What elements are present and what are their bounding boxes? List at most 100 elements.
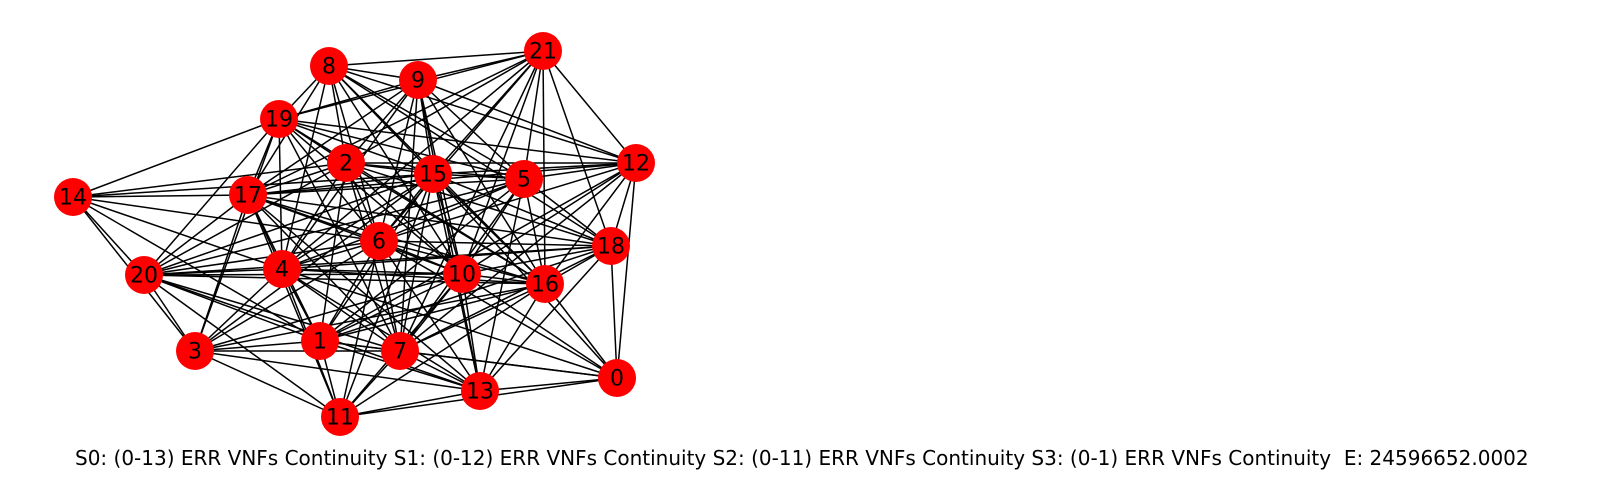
edge-8-12 <box>328 65 637 164</box>
edge-17-15 <box>247 173 434 196</box>
edge-20-11 <box>143 274 341 418</box>
node-1: 1 <box>301 322 339 360</box>
node-12: 12 <box>617 144 655 182</box>
node-4: 4 <box>263 250 301 288</box>
edge-15-3 <box>194 173 434 352</box>
edge-5-20 <box>143 178 525 276</box>
edge-13-11 <box>339 390 481 418</box>
node-circle-20 <box>125 256 163 294</box>
edge-2-20 <box>143 162 347 276</box>
edge-21-18 <box>542 50 612 247</box>
edge-9-19 <box>278 79 419 120</box>
edge-4-20 <box>143 268 283 276</box>
node-7: 7 <box>381 332 419 370</box>
node-circle-17 <box>229 176 267 214</box>
edge-15-16 <box>432 173 546 285</box>
edge-7-0 <box>399 350 618 379</box>
node-label-13: 13 <box>466 380 494 405</box>
node-label-16: 16 <box>531 273 559 298</box>
edge-2-16 <box>345 162 546 285</box>
node-label-15: 15 <box>419 163 447 188</box>
edge-5-6 <box>378 178 525 242</box>
edge-12-6 <box>378 162 637 242</box>
edge-8-18 <box>328 65 612 247</box>
edge-21-5 <box>523 50 544 180</box>
node-circle-11 <box>321 398 359 436</box>
edge-19-12 <box>278 118 637 164</box>
node-circle-1 <box>301 322 339 360</box>
edge-12-16 <box>544 162 637 285</box>
edge-14-17 <box>72 194 249 198</box>
node-label-7: 7 <box>393 340 407 365</box>
node-label-19: 19 <box>265 108 293 133</box>
node-circle-5 <box>505 160 543 198</box>
node-18: 18 <box>592 227 630 265</box>
edge-13-0 <box>479 377 618 392</box>
result-caption: S0: (0-13) ERR VNFs Continuity S1: (0-12… <box>75 446 1529 470</box>
node-circle-6 <box>360 222 398 260</box>
edge-2-10 <box>345 162 463 275</box>
edge-20-1 <box>143 274 321 342</box>
edge-16-7 <box>399 283 546 352</box>
edge-3-11 <box>194 350 341 418</box>
edge-15-18 <box>432 173 612 247</box>
edge-10-1 <box>319 273 463 342</box>
node-10: 10 <box>443 255 481 293</box>
edge-19-15 <box>278 118 434 175</box>
edge-17-20 <box>143 194 249 276</box>
node-14: 14 <box>54 178 92 216</box>
node-3: 3 <box>176 332 214 370</box>
edge-9-13 <box>417 79 481 392</box>
edge-18-13 <box>479 245 612 392</box>
edge-18-7 <box>399 245 612 352</box>
node-13: 13 <box>461 372 499 410</box>
edge-17-13 <box>247 194 481 392</box>
node-label-5: 5 <box>517 168 531 193</box>
edge-17-18 <box>247 194 612 247</box>
edge-20-10 <box>143 273 463 276</box>
edge-16-13 <box>479 283 546 392</box>
node-circle-21 <box>524 32 562 70</box>
edge-4-13 <box>281 268 481 392</box>
edge-12-1 <box>319 162 637 342</box>
node-label-1: 1 <box>313 330 327 355</box>
node-17: 17 <box>229 176 267 214</box>
node-label-17: 17 <box>234 184 262 209</box>
graph-edges <box>72 50 637 418</box>
edge-14-4 <box>72 196 283 270</box>
node-label-6: 6 <box>372 230 386 255</box>
edge-19-20 <box>143 118 280 276</box>
edge-15-0 <box>432 173 618 379</box>
edge-17-11 <box>247 194 341 418</box>
edge-14-2 <box>72 162 347 198</box>
edge-19-5 <box>278 118 525 180</box>
node-circle-2 <box>327 144 365 182</box>
edge-12-10 <box>461 162 637 275</box>
node-label-0: 0 <box>610 367 624 392</box>
edge-12-0 <box>616 162 637 379</box>
edge-17-10 <box>247 194 463 275</box>
edge-17-3 <box>194 194 249 352</box>
node-circle-9 <box>399 61 437 99</box>
node-label-18: 18 <box>597 235 625 260</box>
node-circle-10 <box>443 255 481 293</box>
node-8: 8 <box>310 47 348 85</box>
edge-19-4 <box>278 118 283 270</box>
edge-4-16 <box>281 268 546 285</box>
node-circle-7 <box>381 332 419 370</box>
edge-6-11 <box>339 240 380 418</box>
node-11: 11 <box>321 398 359 436</box>
edge-6-3 <box>194 240 380 352</box>
node-label-10: 10 <box>448 263 476 288</box>
edge-16-0 <box>544 283 618 379</box>
edge-21-17 <box>247 50 544 196</box>
node-label-20: 20 <box>130 264 158 289</box>
edge-5-4 <box>281 178 525 270</box>
edge-6-20 <box>143 240 380 276</box>
edge-19-14 <box>72 118 280 198</box>
edge-6-13 <box>378 240 481 392</box>
node-label-2: 2 <box>339 152 353 177</box>
node-label-11: 11 <box>326 406 354 431</box>
node-21: 21 <box>524 32 562 70</box>
